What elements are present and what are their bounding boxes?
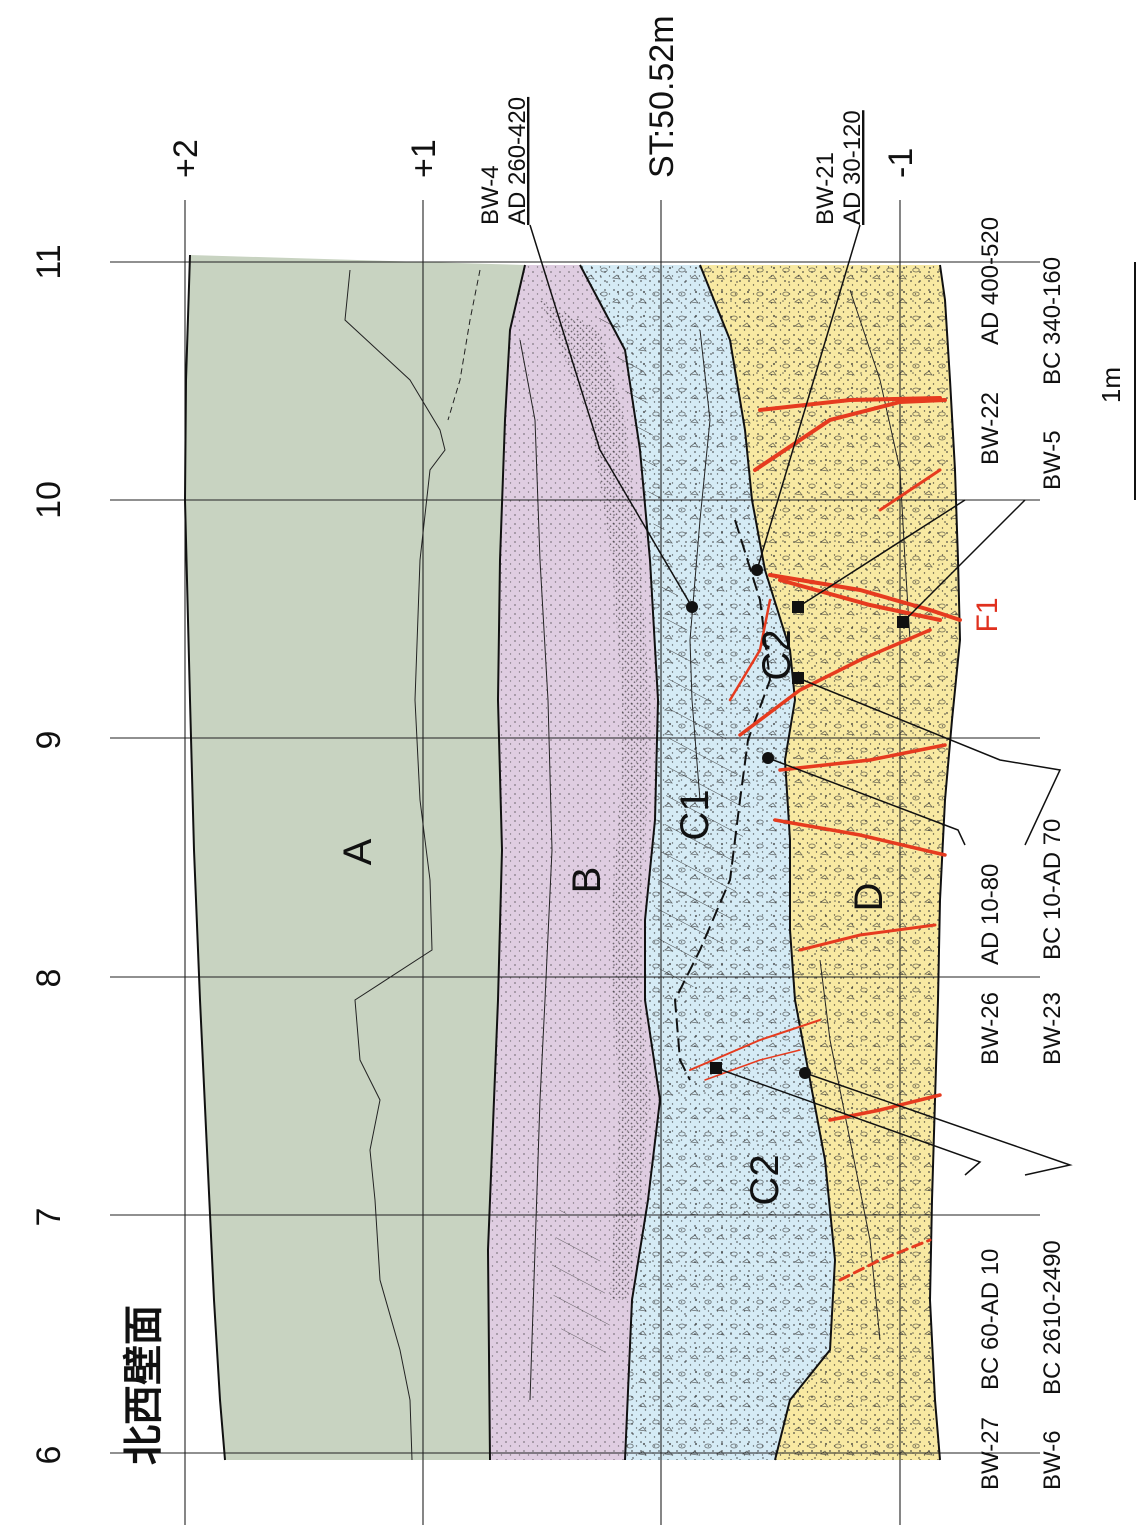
scale-bar-label: 1m bbox=[1096, 367, 1126, 403]
fault-f1-label: F1 bbox=[971, 597, 1004, 632]
x-label-8: 8 bbox=[30, 969, 68, 988]
unit-c2-lower-label: C2 bbox=[743, 1154, 787, 1205]
x-label-11: 11 bbox=[30, 244, 68, 279]
bw21-age: AD 30-120 bbox=[839, 110, 866, 225]
y-label-minus1: -1 bbox=[882, 148, 920, 178]
grid-lines bbox=[110, 200, 1040, 1525]
unit-c1-label: C1 bbox=[673, 789, 717, 840]
bw26-age: AD 10-80 bbox=[977, 864, 1004, 965]
unit-a-area bbox=[185, 255, 525, 1460]
bw4-marker bbox=[686, 601, 698, 613]
unit-boundaries bbox=[183, 254, 962, 1461]
bw6-age: BC 2610-2490 bbox=[1039, 1240, 1066, 1395]
bw26-id: BW-26 bbox=[977, 992, 1004, 1065]
sample-markers bbox=[686, 564, 909, 1079]
bw4-id: BW-4 bbox=[477, 165, 504, 225]
x-label-9: 9 bbox=[30, 731, 68, 750]
bw23-age: BC 10-AD 70 bbox=[1039, 819, 1066, 960]
bw22-marker bbox=[792, 601, 804, 613]
bw4-age: AD 260-420 bbox=[504, 97, 531, 225]
bw5-marker bbox=[897, 616, 909, 628]
bw23-id: BW-23 bbox=[1039, 992, 1066, 1065]
x-label-6: 6 bbox=[30, 1446, 68, 1465]
x-label-7: 7 bbox=[30, 1208, 68, 1227]
bw21-marker bbox=[751, 564, 763, 576]
bw21-id: BW-21 bbox=[812, 152, 839, 225]
bw6-id: BW-6 bbox=[1039, 1430, 1066, 1490]
bw6-marker bbox=[799, 1067, 811, 1079]
bw5-id: BW-5 bbox=[1039, 430, 1066, 490]
unit-c1-hatched-area bbox=[590, 300, 745, 990]
bw27-age: BC 60-AD 10 bbox=[977, 1249, 1004, 1390]
bw26-marker bbox=[762, 752, 774, 764]
wall-title: 北西壁面 bbox=[121, 1305, 167, 1465]
bw5-age: BC 340-160 bbox=[1039, 257, 1066, 385]
bw23-marker bbox=[792, 672, 804, 684]
unit-d-label: D bbox=[847, 883, 891, 912]
sample-leader-lines bbox=[529, 224, 1073, 1176]
x-label-10: 10 bbox=[30, 481, 68, 519]
unit-b-label: B bbox=[565, 867, 609, 894]
unit-a-label: A bbox=[336, 838, 380, 865]
bw27-id: BW-27 bbox=[977, 1417, 1004, 1490]
y-label-st: ST:50.52m bbox=[643, 15, 681, 178]
unit-c2-upper-label: C2 bbox=[755, 629, 799, 680]
bw27-marker bbox=[710, 1062, 722, 1074]
y-label-plus1: +1 bbox=[405, 139, 443, 178]
y-label-plus2: +2 bbox=[167, 139, 205, 178]
bw22-age: AD 400-520 bbox=[977, 217, 1004, 345]
bw22-id: BW-22 bbox=[977, 392, 1004, 465]
fault-lines bbox=[689, 396, 962, 1282]
